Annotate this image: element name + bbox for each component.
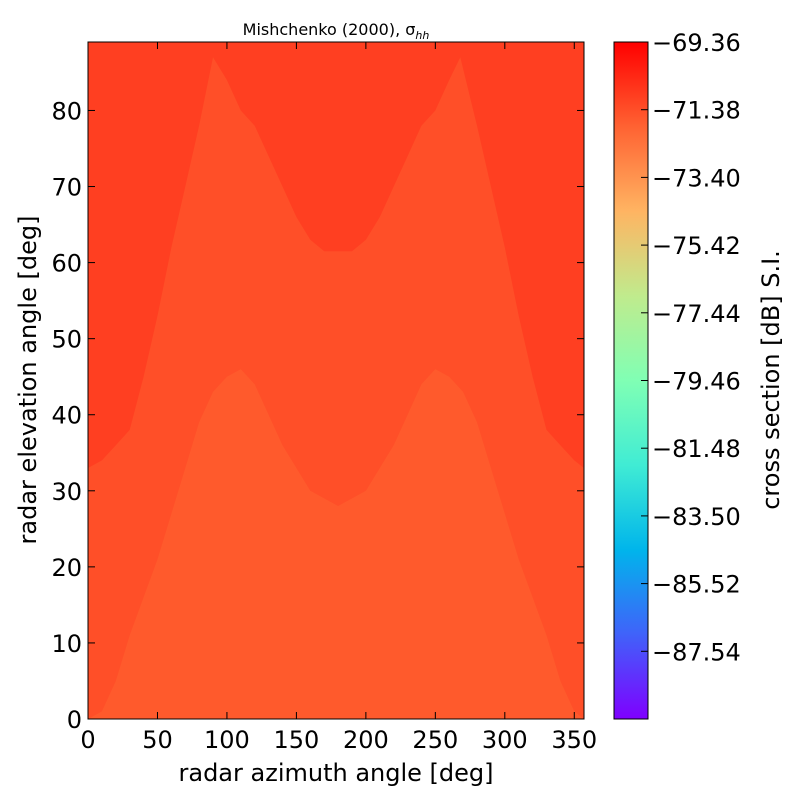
y-tick-label: 40: [51, 402, 82, 430]
x-tick-label: 150: [273, 726, 319, 754]
x-axis-label: radar azimuth angle [deg]: [179, 759, 494, 787]
y-tick-label: 20: [51, 554, 82, 582]
region-lower-band: [88, 369, 584, 719]
plot-frame: [87, 41, 585, 720]
colorbar-tick-label: −75.42: [652, 232, 741, 260]
colorbar-tick-label: −73.40: [652, 164, 741, 192]
x-tick-label: 0: [80, 726, 95, 754]
colorbar-tick-label: −87.54: [652, 638, 741, 666]
colorbar-label: cross section [dB] S.I.: [757, 250, 785, 510]
y-tick-label: 50: [51, 326, 82, 354]
x-tick-label: 350: [551, 726, 597, 754]
colorbar-tick-label: −79.46: [652, 368, 741, 396]
chart-title-subscript: hh: [415, 29, 429, 42]
colorbar-tick-label: −77.44: [652, 300, 741, 328]
x-tick-label: 100: [204, 726, 250, 754]
y-axis-label: radar elevation angle [deg]: [14, 216, 42, 545]
plot-area: [88, 42, 584, 719]
colorbar-tick-label: −81.48: [652, 435, 741, 463]
y-tick-label: 70: [51, 174, 82, 202]
colorbar-tick-label: −83.50: [652, 503, 741, 531]
x-axis: 0 50 100 150 200 250 300 350: [80, 42, 597, 754]
y-axis: 0 10 20 30 40 50 60 70 80: [51, 97, 584, 734]
region-upper-band: [88, 42, 584, 468]
colorbar-tick-label: −71.38: [652, 97, 741, 125]
y-tick-label: 10: [51, 630, 82, 658]
y-tick-label: 0: [67, 706, 82, 734]
colorbar-tick-label: −85.52: [652, 571, 741, 599]
chart-title-main: Mishchenko (2000), σ: [243, 20, 416, 39]
y-tick-label: 80: [51, 97, 82, 125]
x-tick-label: 300: [482, 726, 528, 754]
x-tick-label: 50: [142, 726, 173, 754]
x-tick-label: 200: [343, 726, 389, 754]
x-tick-label: 250: [412, 726, 458, 754]
colorbar-axis: −69.36 −71.38 −73.40 −75.42 −77.44 −79.46 −81.…: [641, 29, 741, 666]
y-tick-label: 60: [51, 250, 82, 278]
y-tick-label: 30: [51, 478, 82, 506]
chart-title: Mishchenko (2000), σhh: [243, 20, 430, 42]
colorbar-tick-label: −69.36: [652, 29, 741, 57]
